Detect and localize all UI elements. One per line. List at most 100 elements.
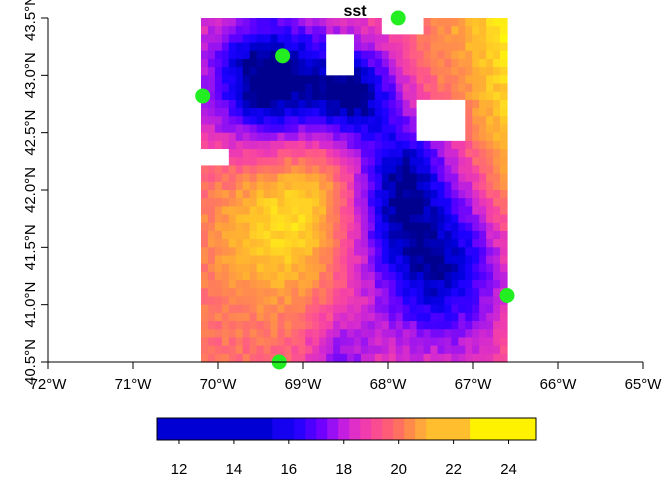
raster-cell [319,26,327,35]
raster-cell [444,149,452,158]
raster-cell [458,132,466,142]
raster-cell [235,206,244,216]
raster-cell [235,304,244,314]
raster-cell [486,312,494,322]
raster-cell [207,157,216,167]
raster-cell [388,34,397,44]
raster-cell [256,206,265,216]
raster-cell [340,304,348,314]
raster-cell [395,124,404,134]
raster-cell [367,132,376,142]
raster-cell [263,165,272,175]
x-tick-label: 71°W [115,376,153,393]
raster-cell [347,263,355,273]
raster-cell [493,18,501,27]
raster-cell [479,280,487,289]
raster-cell [277,280,286,289]
raster-cell [430,75,439,85]
raster-cell [437,165,445,175]
raster-cell [333,91,341,101]
raster-cell [207,230,216,240]
raster-cell [340,222,348,232]
raster-cell [458,271,466,281]
raster-cell [395,345,404,355]
raster-cell [207,108,216,117]
raster-cell [270,140,279,150]
raster-cell [333,304,341,314]
raster-cell [388,230,397,240]
raster-cell [242,255,251,265]
raster-cell [360,132,369,142]
raster-cell [291,296,299,306]
raster-cell [354,345,362,355]
raster-cell [221,321,230,330]
raster-cell [340,58,348,68]
raster-cell [235,321,244,330]
raster-cell [444,263,452,273]
raster-cell [305,255,313,265]
raster-cell [360,296,369,306]
raster-cell [249,247,258,257]
raster-cell [409,280,418,289]
raster-cell [333,99,341,109]
raster-cell [207,75,216,85]
raster-cell [381,67,390,76]
raster-cell [402,149,411,158]
legend-tick-label: 12 [171,461,188,478]
raster-cell [374,42,383,52]
raster-cell [214,34,223,44]
raster-cell [451,337,459,347]
raster-cell [458,173,466,183]
raster-cell [381,288,390,298]
raster-cell [444,255,452,265]
raster-cell [381,337,390,347]
raster-cell [395,296,404,306]
raster-cell [479,91,487,101]
raster-cell [249,116,258,126]
raster-cell [291,304,299,314]
raster-cell [486,255,494,265]
raster-cell [354,247,362,257]
raster-cell [395,214,404,224]
raster-cell [493,288,501,298]
raster-cell [444,230,452,240]
raster-cell [395,165,404,175]
raster-cell [347,239,355,248]
raster-cell [263,83,272,93]
raster-cell [312,198,320,207]
raster-cell [423,91,432,101]
raster-cell [367,263,376,273]
raster-cell [409,165,418,175]
raster-cell [201,206,209,216]
raster-cell [381,239,390,248]
raster-cell [451,67,459,76]
raster-cell [472,304,480,314]
raster-cell [340,18,348,27]
raster-cell [214,296,223,306]
raster-cell [381,165,390,175]
raster-cell [242,149,251,158]
raster-cell [444,91,452,101]
raster-cell [242,296,251,306]
raster-cell [444,132,452,142]
raster-cell [486,280,494,289]
raster-cell [340,165,348,175]
raster-cell [228,67,237,76]
raster-cell [291,132,299,142]
raster-cell [235,312,244,322]
raster-cell [256,271,265,281]
station-point [390,10,406,26]
raster-cell [333,239,341,248]
raster-cell [437,280,445,289]
raster-cell [395,321,404,330]
raster-cell [221,198,230,207]
raster-cell [500,26,508,35]
raster-cell [500,124,508,134]
raster-cell [402,124,411,134]
raster-cell [395,263,404,273]
raster-cell [430,312,439,322]
raster-cell [381,18,390,27]
raster-cell [214,91,223,101]
raster-cell [367,181,376,191]
